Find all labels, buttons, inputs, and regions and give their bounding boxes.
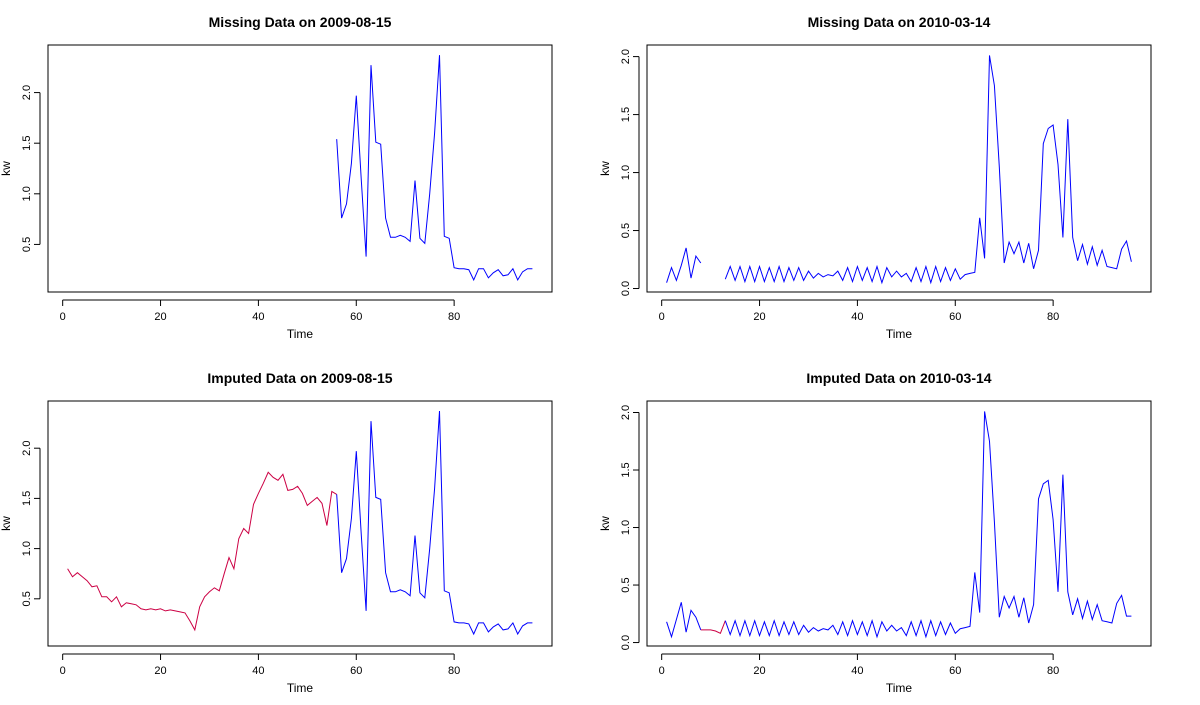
x-tick-label: 40: [252, 311, 264, 323]
x-tick-label: 60: [949, 665, 961, 677]
y-tick-label: 1.0: [21, 186, 33, 201]
x-tick-label: 40: [851, 311, 863, 323]
y-tick-label: 1.5: [620, 107, 632, 122]
y-tick-label: 0.5: [620, 223, 632, 238]
y-axis-label: kw: [0, 161, 13, 176]
chart-panel-1: Missing Data on 2009-08-15 0 20 40 60 80 0.5 1.…: [0, 14, 553, 341]
observed-series-line: [724, 411, 1132, 639]
x-tick-label: 80: [448, 665, 460, 677]
y-tick-label: 0.5: [21, 591, 33, 606]
chart-title: Missing Data on 2009-08-15: [209, 14, 392, 30]
y-axis-label: kw: [0, 516, 13, 531]
y-axis-label: kw: [598, 516, 612, 531]
y-tick-label: 1.5: [620, 462, 632, 477]
y-axis-label: kw: [598, 161, 612, 176]
x-tick-label: 20: [154, 665, 166, 677]
x-tick-label: 60: [949, 311, 961, 323]
x-tick-label: 0: [60, 311, 66, 323]
y-tick-label: 2.0: [620, 49, 632, 64]
chart-panel-2: Missing Data on 2010-03-14 0 20 40 60 80 0.0 0.…: [598, 14, 1152, 341]
plot-frame: [47, 400, 553, 647]
y-tick-label: 0.5: [620, 577, 632, 592]
plot-frame: [47, 44, 553, 293]
y-tick-label: 0.0: [620, 281, 632, 296]
x-tick-label: 60: [350, 311, 362, 323]
x-axis-label: Time: [886, 681, 913, 695]
y-tick-label: 2.0: [21, 441, 33, 456]
x-axis-label: Time: [287, 681, 314, 695]
y-tick-label: 2.0: [21, 85, 33, 100]
x-tick-label: 40: [252, 665, 264, 677]
imputed-series-line: [700, 620, 726, 634]
x-tick-label: 20: [154, 311, 166, 323]
y-tick-label: 2.0: [620, 405, 632, 420]
x-tick-label: 60: [350, 665, 362, 677]
observed-series-line: [666, 247, 702, 283]
x-tick-label: 80: [448, 311, 460, 323]
x-tick-label: 0: [659, 311, 665, 323]
y-tick-label: 1.5: [21, 491, 33, 506]
observed-series-line: [724, 55, 1132, 285]
x-tick-label: 40: [851, 665, 863, 677]
chart-title: Missing Data on 2010-03-14: [808, 14, 991, 30]
plot-frame: [646, 44, 1152, 293]
chart-title: Imputed Data on 2010-03-14: [806, 370, 991, 386]
y-tick-label: 1.0: [21, 541, 33, 556]
plot-frame: [646, 400, 1152, 647]
y-tick-label: 1.0: [620, 520, 632, 535]
observed-series-line: [336, 410, 533, 636]
y-tick-label: 0.5: [21, 237, 33, 252]
x-tick-label: 20: [753, 665, 765, 677]
y-tick-label: 1.5: [21, 136, 33, 151]
y-tick-label: 0.0: [620, 635, 632, 650]
x-tick-label: 20: [753, 311, 765, 323]
x-tick-label: 80: [1047, 311, 1059, 323]
observed-series-line: [666, 602, 702, 639]
x-tick-label: 0: [60, 665, 66, 677]
chart-title: Imputed Data on 2009-08-15: [207, 370, 392, 386]
chart-panel-4: Imputed Data on 2010-03-14 0 20 40 60 80 0.0 0.…: [598, 370, 1152, 695]
x-tick-label: 0: [659, 665, 665, 677]
x-axis-label: Time: [287, 327, 314, 341]
imputed-series-line: [67, 471, 337, 632]
x-axis-label: Time: [886, 327, 913, 341]
observed-series-line: [336, 55, 533, 282]
x-tick-label: 80: [1047, 665, 1059, 677]
y-tick-label: 1.0: [620, 165, 632, 180]
chart-panel-3: Imputed Data on 2009-08-15 0 20 40 60 80 0.5 1.…: [0, 370, 553, 695]
